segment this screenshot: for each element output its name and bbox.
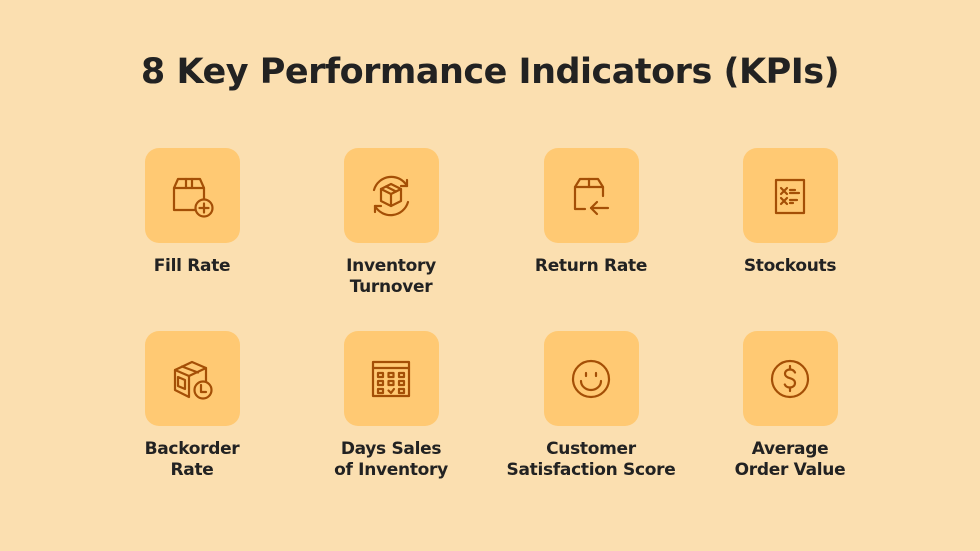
- kpi-backorder-rate: Backorder Rate: [92, 331, 292, 481]
- smiley-face-icon: [571, 359, 611, 398]
- kpi-tile: [144, 148, 240, 243]
- dollar-coin-icon: [770, 359, 810, 398]
- kpi-tile: [543, 331, 639, 426]
- kpi-fill-rate: Fill Rate: [92, 148, 292, 277]
- kpi-days-sales-of-inventory: Days Sales of Inventory: [291, 331, 491, 481]
- checklist-x-icon: [774, 178, 806, 214]
- kpi-tile: [543, 148, 639, 243]
- calendar-check-icon: [371, 360, 411, 397]
- kpi-average-order-value: Average Order Value: [690, 331, 890, 481]
- kpi-label: Return Rate: [534, 256, 648, 276]
- kpi-label: Inventory Turnover: [346, 256, 436, 297]
- kpi-tile: [742, 331, 838, 426]
- kpi-label: Stockouts: [743, 256, 837, 276]
- kpi-tile: [343, 331, 439, 426]
- kpi-return-rate: Return Rate: [491, 148, 691, 277]
- kpi-label: Days Sales of Inventory: [334, 439, 448, 480]
- kpi-customer-satisfaction-score: Customer Satisfaction Score: [491, 331, 691, 481]
- kpi-stockouts: Stockouts: [690, 148, 890, 277]
- kpi-tile: [144, 331, 240, 426]
- kpi-tile: [343, 148, 439, 243]
- box-plus-icon: [172, 177, 214, 218]
- kpi-label: Backorder Rate: [144, 439, 240, 480]
- box-clock-icon: [173, 360, 213, 400]
- kpi-label: Average Order Value: [734, 439, 846, 480]
- kpi-inventory-turnover: Inventory Turnover: [291, 148, 491, 298]
- page-title: 8 Key Performance Indicators (KPIs): [140, 52, 840, 92]
- box-return-icon: [573, 177, 610, 215]
- kpi-label: Fill Rate: [153, 256, 231, 276]
- kpi-label: Customer Satisfaction Score: [506, 439, 676, 480]
- box-cycle-icon: [372, 175, 410, 216]
- kpi-tile: [742, 148, 838, 243]
